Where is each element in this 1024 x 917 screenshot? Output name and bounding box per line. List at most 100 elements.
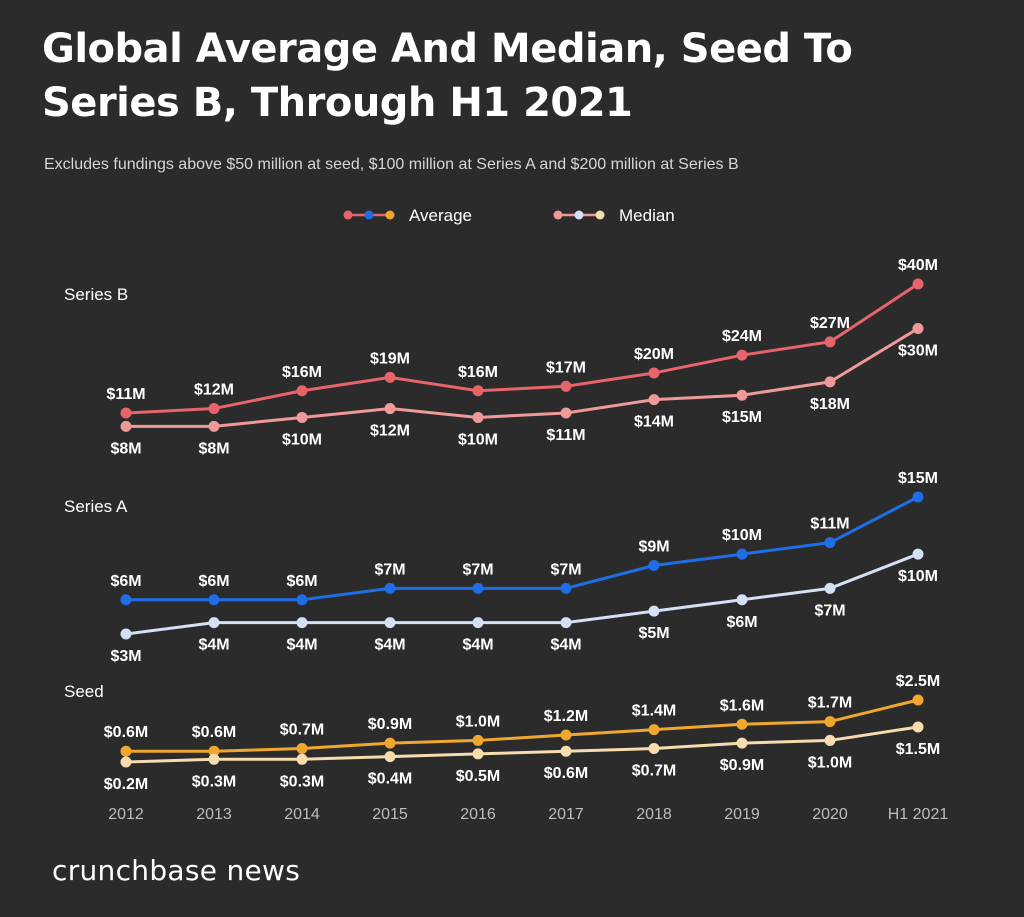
data-label-series-a-median-3: $4M: [374, 637, 405, 654]
data-point-series-a-median-2: [296, 617, 308, 629]
x-tick-2018: 2018: [636, 806, 672, 823]
data-point-seed-median-6: [648, 743, 660, 755]
data-label-seed-average-6: $1.4M: [632, 703, 676, 720]
data-point-series-b-median-3: [384, 403, 396, 415]
data-label-series-b-median-1: $8M: [198, 440, 229, 457]
data-point-seed-median-0: [120, 756, 132, 768]
data-label-series-a-average-5: $7M: [550, 561, 581, 578]
data-label-seed-average-9: $2.5M: [896, 673, 940, 690]
data-point-series-b-average-5: [560, 380, 572, 392]
data-point-series-b-average-0: [120, 407, 132, 419]
data-point-series-b-average-9: [912, 278, 924, 290]
x-tick-2017: 2017: [548, 806, 584, 823]
data-point-series-a-average-2: [296, 594, 308, 606]
legend-label-median: Median: [619, 206, 675, 225]
data-label-series-b-average-7: $24M: [722, 328, 762, 345]
data-point-seed-median-7: [736, 737, 748, 749]
series-line-series-a-median: [124, 552, 920, 636]
data-label-series-b-median-8: $18M: [810, 396, 850, 413]
x-tick-2014: 2014: [284, 806, 320, 823]
series-line-series-b-average: [124, 282, 920, 415]
data-label-series-a-median-1: $4M: [198, 637, 229, 654]
data-label-series-b-average-1: $12M: [194, 382, 234, 399]
data-point-seed-average-1: [208, 745, 220, 757]
data-label-seed-median-9: $1.5M: [896, 741, 940, 758]
data-point-series-a-median-5: [560, 617, 572, 629]
data-label-series-a-median-0: $3M: [110, 648, 141, 665]
data-point-seed-average-4: [472, 734, 484, 746]
data-point-series-a-average-5: [560, 582, 572, 594]
data-label-seed-average-5: $1.2M: [544, 708, 588, 725]
data-point-seed-average-9: [912, 694, 924, 706]
data-label-series-a-average-9: $15M: [898, 470, 938, 487]
data-point-series-a-median-0: [120, 628, 132, 640]
data-label-series-a-median-2: $4M: [286, 637, 317, 654]
series-line-series-a-average: [124, 495, 920, 602]
data-label-series-b-median-2: $10M: [282, 431, 322, 448]
data-point-seed-average-6: [648, 724, 660, 736]
data-point-series-a-average-6: [648, 560, 660, 571]
data-point-series-a-average-8: [824, 537, 836, 549]
data-point-series-b-median-4: [472, 411, 484, 423]
data-label-series-a-average-0: $6M: [110, 573, 141, 590]
data-point-series-a-average-1: [208, 594, 220, 606]
data-point-series-b-median-7: [736, 389, 748, 401]
legend-marker-median-0: [553, 210, 563, 220]
data-point-series-a-median-7: [736, 594, 748, 606]
data-point-series-b-average-8: [824, 336, 836, 348]
data-point-series-a-median-6: [648, 605, 660, 617]
x-tick-2019: 2019: [724, 806, 760, 823]
data-point-seed-average-8: [824, 716, 836, 728]
legend-marker-median-2: [595, 210, 605, 220]
data-point-seed-median-5: [560, 745, 572, 757]
data-point-series-b-average-6: [648, 367, 660, 379]
data-label-series-a-median-8: $7M: [814, 602, 845, 619]
data-point-seed-average-3: [384, 737, 396, 749]
data-label-seed-average-8: $1.7M: [808, 695, 852, 712]
data-label-seed-median-3: $0.4M: [368, 771, 412, 788]
data-label-series-a-median-6: $5M: [638, 625, 669, 642]
data-label-series-a-average-1: $6M: [198, 573, 229, 590]
legend-marker-average-1: [364, 210, 374, 220]
data-label-series-a-average-2: $6M: [286, 573, 317, 590]
data-point-series-a-median-9: [912, 548, 924, 560]
x-tick-2012: 2012: [108, 806, 144, 823]
data-label-series-b-average-2: $16M: [282, 364, 322, 381]
data-point-series-a-median-8: [824, 582, 836, 594]
data-point-series-a-average-9: [912, 491, 924, 503]
data-point-series-b-average-2: [296, 385, 308, 397]
data-point-series-a-average-4: [472, 582, 484, 594]
data-label-series-b-average-8: $27M: [810, 315, 850, 332]
legend-marker-average-0: [343, 210, 353, 220]
data-label-seed-average-1: $0.6M: [192, 724, 236, 741]
data-label-seed-average-4: $1.0M: [456, 713, 500, 730]
data-label-series-b-median-0: $8M: [110, 440, 141, 457]
data-point-seed-average-2: [296, 743, 308, 755]
data-point-seed-average-0: [120, 745, 132, 757]
data-label-seed-median-5: $0.6M: [544, 765, 588, 782]
data-point-series-b-median-9: [912, 322, 924, 334]
data-label-series-a-median-5: $4M: [550, 637, 581, 654]
data-point-series-b-median-8: [824, 376, 836, 388]
data-point-series-a-median-4: [472, 617, 484, 629]
data-label-seed-average-7: $1.6M: [720, 697, 764, 714]
data-point-series-b-median-6: [648, 394, 660, 406]
data-label-series-b-average-3: $19M: [370, 350, 410, 367]
data-point-seed-median-3: [384, 751, 396, 763]
data-point-series-a-average-3: [384, 582, 396, 594]
panel-label-series-b: Series B: [64, 285, 128, 304]
data-label-series-b-average-5: $17M: [546, 359, 586, 376]
data-label-series-a-median-7: $6M: [726, 614, 757, 631]
data-label-seed-average-3: $0.9M: [368, 716, 412, 733]
data-label-seed-median-4: $0.5M: [456, 768, 500, 785]
data-label-seed-median-2: $0.3M: [280, 773, 324, 790]
line-chart: Average Median Series B $11M $12M $16M $19M $16…: [64, 206, 948, 823]
data-label-series-a-average-8: $11M: [810, 516, 849, 533]
chart-subtitle: Excludes fundings above $50 million at s…: [44, 156, 739, 173]
data-point-series-b-average-4: [472, 385, 484, 397]
data-point-series-a-median-3: [384, 617, 396, 629]
data-point-seed-average-7: [736, 718, 748, 730]
data-label-series-a-median-9: $10M: [898, 568, 938, 585]
data-point-series-b-median-1: [208, 420, 220, 432]
brand-logo: crunchbase news: [52, 854, 301, 887]
